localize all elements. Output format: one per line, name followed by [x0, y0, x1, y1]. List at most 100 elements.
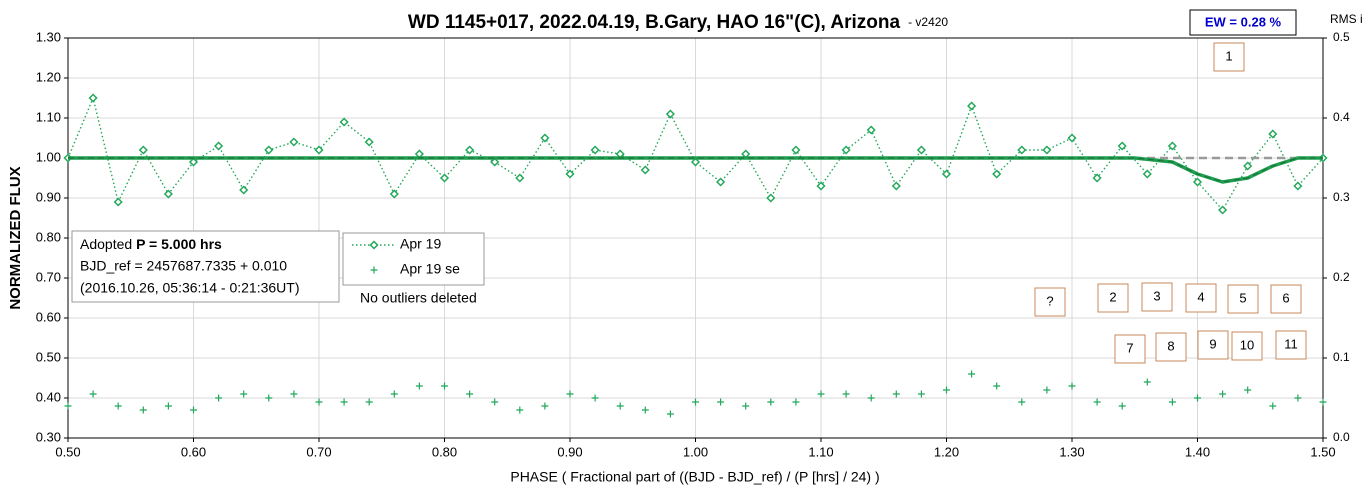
data-point — [641, 406, 649, 414]
x-tick-label: 0.80 — [432, 444, 457, 459]
x-tick-label: 1.50 — [1310, 444, 1335, 459]
annotation-box — [1270, 284, 1302, 314]
y2-tick-label: 0.3 — [1333, 190, 1350, 204]
info-text: Adopted — [80, 236, 136, 252]
annotation-label: 4 — [1197, 289, 1204, 304]
data-point — [1042, 145, 1052, 155]
plot-frame — [67, 37, 1324, 439]
annotation-box — [1213, 42, 1245, 72]
legend-box — [342, 232, 485, 286]
data-point — [692, 398, 699, 406]
info-line: Adopted P = 5.000 hrs — [80, 236, 222, 252]
subtitle: - v2420 — [908, 15, 948, 29]
info-period: P = 5.000 hrs — [136, 236, 222, 252]
y2-tick-label: 0.0 — [1333, 430, 1350, 444]
data-point — [1192, 177, 1203, 187]
data-point — [716, 177, 726, 187]
data-point — [766, 193, 776, 203]
y2-tick-label: 0.2 — [1333, 270, 1350, 284]
data-point — [917, 390, 925, 398]
data-point — [240, 390, 248, 398]
data-point — [1219, 390, 1227, 398]
data-point — [1143, 378, 1151, 386]
data-point — [565, 169, 575, 179]
data-point — [666, 410, 674, 418]
data-point — [943, 386, 950, 394]
data-point — [566, 390, 574, 398]
data-point — [1067, 133, 1077, 143]
data-point — [541, 402, 549, 410]
x-tick-label: 1.10 — [808, 444, 833, 459]
annotation-label: ? — [1046, 293, 1053, 308]
data-point — [867, 394, 875, 402]
data-point — [916, 145, 926, 155]
data-point — [967, 101, 977, 111]
data-point — [214, 141, 224, 151]
data-point — [215, 394, 223, 402]
y-tick-label: 0.40 — [36, 389, 61, 404]
data-point — [439, 173, 450, 183]
data-point — [1018, 398, 1026, 406]
data-point — [767, 398, 775, 406]
data-point — [490, 157, 500, 167]
data-point — [415, 382, 423, 390]
data-point — [138, 145, 148, 155]
data-point — [640, 165, 650, 175]
data-point — [1319, 398, 1327, 406]
y2-tick-label: 0.4 — [1333, 110, 1350, 124]
data-point — [390, 390, 398, 398]
y-tick-label: 0.90 — [36, 189, 61, 204]
annotation-label: 5 — [1239, 290, 1246, 305]
data-point — [314, 145, 324, 155]
annotation-label: 2 — [1109, 289, 1116, 304]
data-point — [364, 137, 374, 147]
data-point — [190, 406, 197, 414]
data-point — [139, 406, 147, 414]
data-point — [992, 169, 1002, 179]
data-point — [113, 197, 123, 207]
data-point — [690, 157, 701, 167]
data-point — [1043, 386, 1051, 394]
data-point — [791, 145, 801, 155]
annotation-label: 1 — [1225, 48, 1232, 63]
legend-label: Apr 19 se — [400, 261, 460, 277]
y-tick-label: 0.50 — [36, 349, 61, 364]
data-point — [968, 370, 976, 378]
data-point — [540, 133, 550, 143]
annotation-label: 11 — [1284, 336, 1298, 351]
data-point — [340, 398, 348, 406]
data-point — [792, 398, 800, 406]
data-point — [1194, 394, 1201, 402]
y2-label: RMS i — [1330, 12, 1363, 26]
data-point — [1243, 161, 1253, 171]
data-point — [1017, 145, 1027, 155]
x-tick-label: 0.60 — [181, 444, 206, 459]
data-point — [590, 145, 600, 155]
annotation-box — [1185, 283, 1217, 313]
y-tick-label: 1.20 — [36, 69, 61, 84]
legend-marker — [370, 266, 378, 274]
annotation-box — [1141, 282, 1173, 312]
data-point — [616, 402, 624, 410]
data-point — [89, 390, 97, 398]
title-text: WD 1145+017, 2022.04.19, B.Gary, HAO 16"… — [408, 12, 901, 33]
data-point — [1093, 398, 1101, 406]
y-tick-label: 0.80 — [36, 229, 61, 244]
legend-label: Apr 19 — [400, 236, 441, 252]
note: No outliers deleted — [360, 290, 477, 306]
data-point — [1244, 386, 1252, 394]
annotation-label: 3 — [1153, 288, 1160, 303]
chart-title: WD 1145+017, 2022.04.19, B.Gary, HAO 16"… — [408, 12, 949, 33]
data-point — [1142, 169, 1152, 179]
data-point — [842, 390, 850, 398]
annotation-box — [1227, 284, 1259, 314]
data-point — [466, 390, 474, 398]
y-tick-label: 1.00 — [36, 149, 61, 164]
data-point — [114, 402, 122, 410]
annotation-label: 9 — [1209, 336, 1216, 351]
data-point — [993, 382, 1001, 390]
x-tick-label: 0.70 — [306, 444, 331, 459]
data-point — [717, 398, 725, 406]
y-tick-label: 0.30 — [36, 429, 61, 444]
